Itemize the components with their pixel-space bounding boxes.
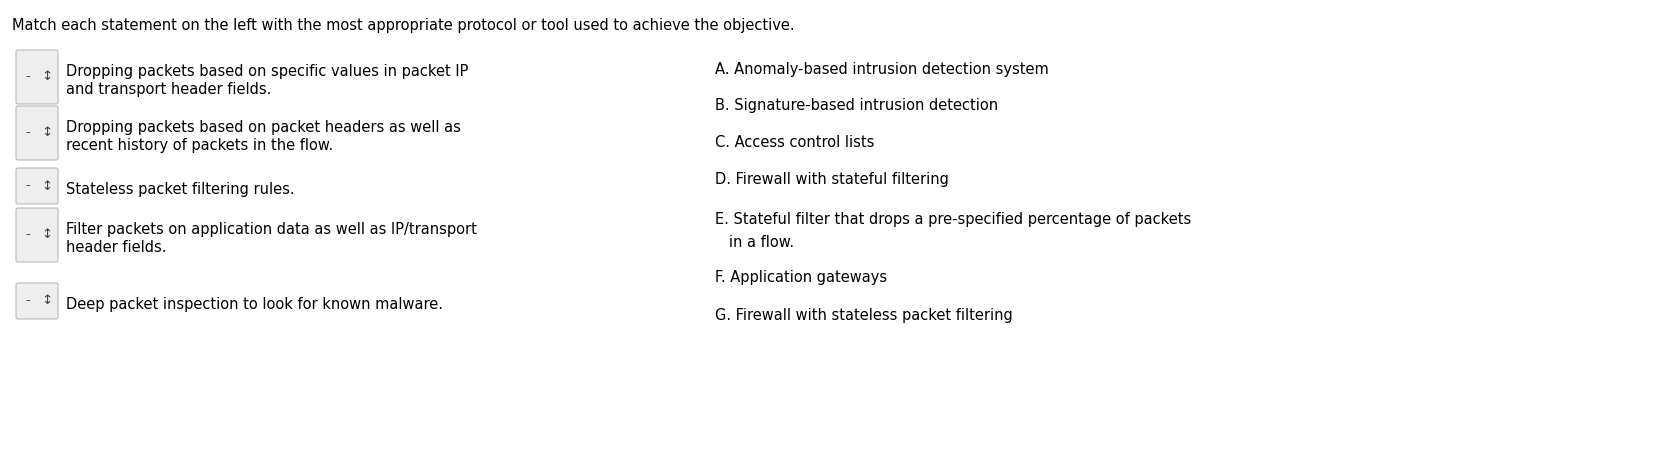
- Text: ↕: ↕: [40, 71, 52, 83]
- Text: in a flow.: in a flow.: [714, 235, 793, 250]
- Text: D. Firewall with stateful filtering: D. Firewall with stateful filtering: [714, 172, 949, 187]
- Text: -: -: [25, 294, 30, 307]
- FancyBboxPatch shape: [17, 208, 59, 262]
- Text: -: -: [25, 180, 30, 192]
- FancyBboxPatch shape: [17, 168, 59, 204]
- Text: Deep packet inspection to look for known malware.: Deep packet inspection to look for known…: [65, 297, 443, 312]
- Text: C. Access control lists: C. Access control lists: [714, 135, 873, 150]
- Text: Stateless packet filtering rules.: Stateless packet filtering rules.: [65, 182, 294, 197]
- Text: header fields.: header fields.: [65, 240, 166, 255]
- Text: A. Anomaly-based intrusion detection system: A. Anomaly-based intrusion detection sys…: [714, 62, 1047, 77]
- Text: Filter packets on application data as well as IP/transport: Filter packets on application data as we…: [65, 222, 477, 237]
- Text: ↕: ↕: [40, 294, 52, 307]
- Text: ↕: ↕: [40, 126, 52, 139]
- Text: B. Signature-based intrusion detection: B. Signature-based intrusion detection: [714, 98, 997, 113]
- Text: Dropping packets based on specific values in packet IP: Dropping packets based on specific value…: [65, 64, 468, 79]
- Text: E. Stateful filter that drops a pre-specified percentage of packets: E. Stateful filter that drops a pre-spec…: [714, 212, 1191, 227]
- FancyBboxPatch shape: [17, 106, 59, 160]
- FancyBboxPatch shape: [17, 50, 59, 104]
- Text: F. Application gateways: F. Application gateways: [714, 270, 887, 285]
- Text: -: -: [25, 126, 30, 139]
- Text: -: -: [25, 228, 30, 241]
- Text: recent history of packets in the flow.: recent history of packets in the flow.: [65, 138, 333, 153]
- Text: ↕: ↕: [40, 228, 52, 241]
- Text: G. Firewall with stateless packet filtering: G. Firewall with stateless packet filter…: [714, 308, 1012, 323]
- FancyBboxPatch shape: [17, 283, 59, 319]
- Text: Dropping packets based on packet headers as well as: Dropping packets based on packet headers…: [65, 120, 460, 135]
- Text: and transport header fields.: and transport header fields.: [65, 82, 271, 97]
- Text: -: -: [25, 71, 30, 83]
- Text: ↕: ↕: [40, 180, 52, 192]
- Text: Match each statement on the left with the most appropriate protocol or tool used: Match each statement on the left with th…: [12, 18, 795, 33]
